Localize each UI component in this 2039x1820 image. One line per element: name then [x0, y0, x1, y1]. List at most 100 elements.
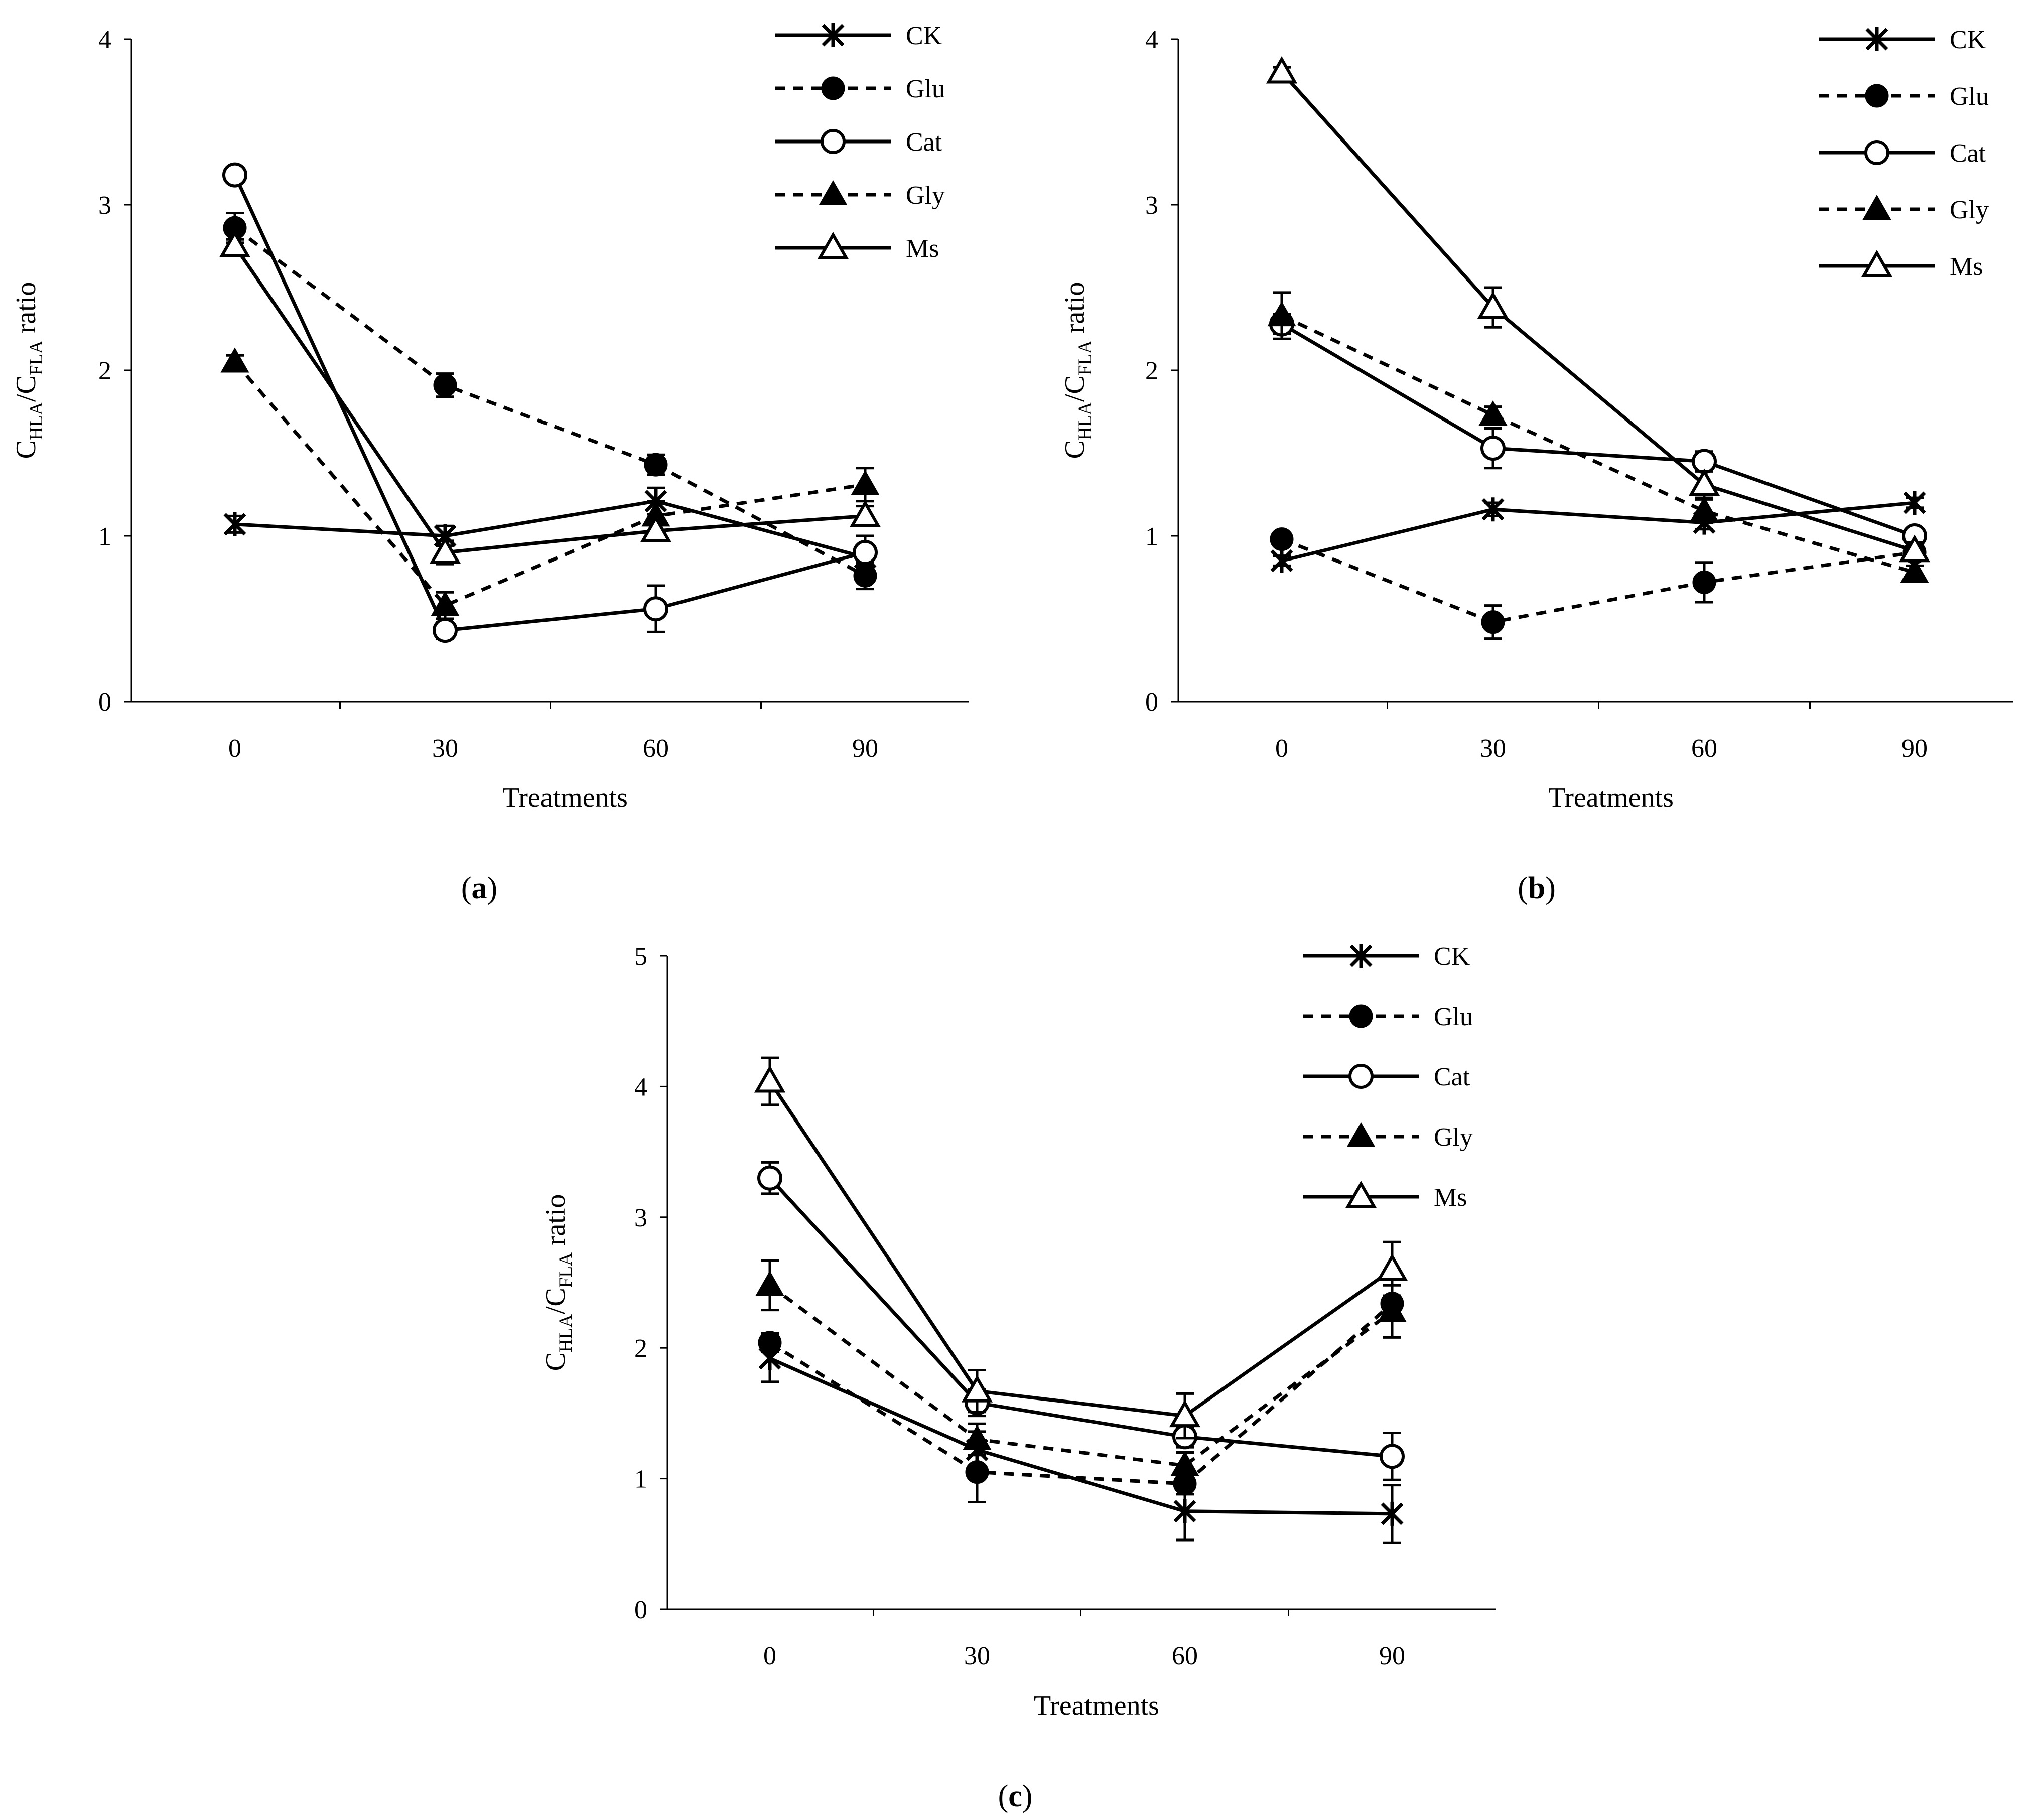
- x-tick-label: 0: [228, 734, 241, 763]
- series-line-ms: [1280, 71, 1916, 553]
- legend-label: Glu: [1950, 82, 1989, 111]
- legend: CK Glu Cat Gly Ms: [1303, 942, 1473, 1212]
- series-line-ck: [769, 1356, 1393, 1516]
- chart-panel-a: 0 1 2 3 4 0 30 60 90 Treatments CHLA/CFLA ratio CK G…: [11, 22, 969, 905]
- legend-label: Cat: [906, 128, 942, 157]
- legend-marker: [1864, 140, 1889, 165]
- legend-marker: [1348, 1064, 1374, 1089]
- data-point-cat: [433, 618, 458, 643]
- data-point-cat: [1380, 1444, 1405, 1469]
- data-point-ms: [1898, 534, 1931, 563]
- data-point-cat: [757, 1165, 782, 1191]
- legend: CK Glu Cat Gly Ms: [775, 22, 945, 263]
- y-tick-label: 1: [634, 1465, 647, 1494]
- data-point-glu: [433, 373, 457, 397]
- x-tick-label: 60: [1172, 1642, 1198, 1670]
- legend-item-ck: CK: [775, 22, 942, 50]
- legend-label: Gly: [906, 181, 945, 210]
- data-point-ms: [1169, 1399, 1201, 1428]
- series-line-gly: [1281, 314, 1915, 574]
- legend-marker: [1346, 1122, 1376, 1147]
- legend-label: Gly: [1950, 196, 1989, 224]
- legend-marker: [817, 231, 849, 259]
- legend-item-glu: Glu: [1819, 82, 1989, 111]
- legend-label: CK: [1434, 942, 1470, 971]
- y-tick-label: 1: [1145, 522, 1158, 551]
- legend-item-ck: CK: [1303, 942, 1470, 971]
- x-axis-label: Treatments: [1034, 1690, 1159, 1721]
- data-point-glu: [644, 453, 668, 477]
- data-point-cat: [1480, 436, 1506, 461]
- legend-item-ms: Ms: [1303, 1180, 1467, 1212]
- legend-marker: [1349, 1004, 1373, 1028]
- chart-panel-b: 0 1 2 3 4 0 30 60 90 Treatments CHLA/CFLA ratio CK G…: [1059, 26, 2013, 905]
- legend-marker: [1862, 194, 1891, 220]
- legend-item-ms: Ms: [775, 231, 939, 263]
- y-tick-label: 2: [98, 357, 111, 385]
- data-point-gly: [1900, 557, 1929, 583]
- legend-marker: [1865, 84, 1889, 108]
- data-point-ms: [1376, 1253, 1408, 1281]
- legend-item-ck: CK: [1819, 26, 1986, 54]
- x-tick-label: 60: [643, 734, 669, 763]
- data-point-cat: [643, 596, 668, 622]
- series-ms: [754, 1056, 1408, 1440]
- data-point-ms: [1266, 56, 1298, 84]
- y-axis-label: CHLA/CFLA ratio: [1059, 282, 1096, 459]
- legend-marker: [1861, 249, 1893, 277]
- y-tick-label: 0: [634, 1596, 647, 1624]
- data-point-gly: [1478, 400, 1508, 426]
- legend-item-ms: Ms: [1819, 249, 1983, 281]
- legend-item-gly: Gly: [775, 180, 945, 210]
- data-point-ms: [1477, 291, 1509, 319]
- legend-marker: [819, 180, 848, 205]
- legend-label: Cat: [1434, 1063, 1470, 1091]
- legend-label: Ms: [1434, 1183, 1467, 1212]
- data-point-ms: [961, 1375, 993, 1403]
- x-tick-label: 90: [1379, 1642, 1405, 1670]
- y-tick-label: 2: [634, 1334, 647, 1363]
- legend-label: Cat: [1950, 139, 1986, 168]
- series-line-ms: [233, 245, 866, 554]
- series-line-cat: [1281, 322, 1916, 538]
- data-point-glu: [1270, 527, 1294, 551]
- series-line-ck: [1281, 501, 1915, 563]
- data-point-ck: [1270, 548, 1293, 573]
- legend-marker: [1345, 1180, 1377, 1208]
- legend-label: Glu: [906, 75, 945, 103]
- data-point-gly: [1267, 301, 1296, 327]
- x-tick-label: 30: [1480, 734, 1506, 763]
- x-tick-label: 90: [1901, 734, 1928, 763]
- y-axis-label: CHLA/CFLA ratio: [540, 1194, 576, 1371]
- legend-marker: [1865, 27, 1888, 51]
- data-point-glu: [758, 1331, 782, 1355]
- legend-item-gly: Gly: [1819, 194, 1989, 224]
- y-tick-label: 0: [1145, 688, 1158, 717]
- series-line-gly: [233, 361, 866, 608]
- series-line-cat: [233, 174, 866, 632]
- data-point-gly: [1170, 1451, 1199, 1476]
- legend-label: Gly: [1434, 1123, 1473, 1152]
- data-point-gly: [1690, 496, 1719, 522]
- data-point-ck: [1173, 1499, 1196, 1523]
- legend-item-cat: Cat: [1303, 1063, 1470, 1091]
- legend-label: Glu: [1434, 1003, 1473, 1031]
- x-axis-label: Treatments: [1548, 782, 1674, 813]
- panel-label: (b): [1518, 871, 1556, 905]
- legend-label: Ms: [906, 234, 939, 263]
- data-point-ms: [429, 536, 461, 564]
- y-tick-label: 4: [1145, 26, 1158, 54]
- series-ms: [219, 230, 881, 566]
- data-point-cat: [222, 162, 247, 188]
- data-point-gly: [1378, 1297, 1407, 1322]
- chart-panel-c: 0 1 2 3 4 5 0 30 60 90 Treatments CHLA/CFLA ratio CK…: [540, 942, 1496, 1813]
- data-point-glu: [1692, 570, 1716, 594]
- y-tick-label: 0: [98, 688, 111, 717]
- data-point-glu: [965, 1460, 989, 1484]
- series-ck: [223, 486, 877, 570]
- series-line-ck: [234, 499, 866, 559]
- data-point-ck: [1481, 497, 1505, 522]
- series-cat: [222, 162, 878, 643]
- data-point-ck: [223, 512, 246, 536]
